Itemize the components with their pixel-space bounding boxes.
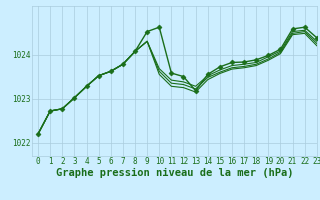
X-axis label: Graphe pression niveau de la mer (hPa): Graphe pression niveau de la mer (hPa) — [56, 168, 293, 178]
